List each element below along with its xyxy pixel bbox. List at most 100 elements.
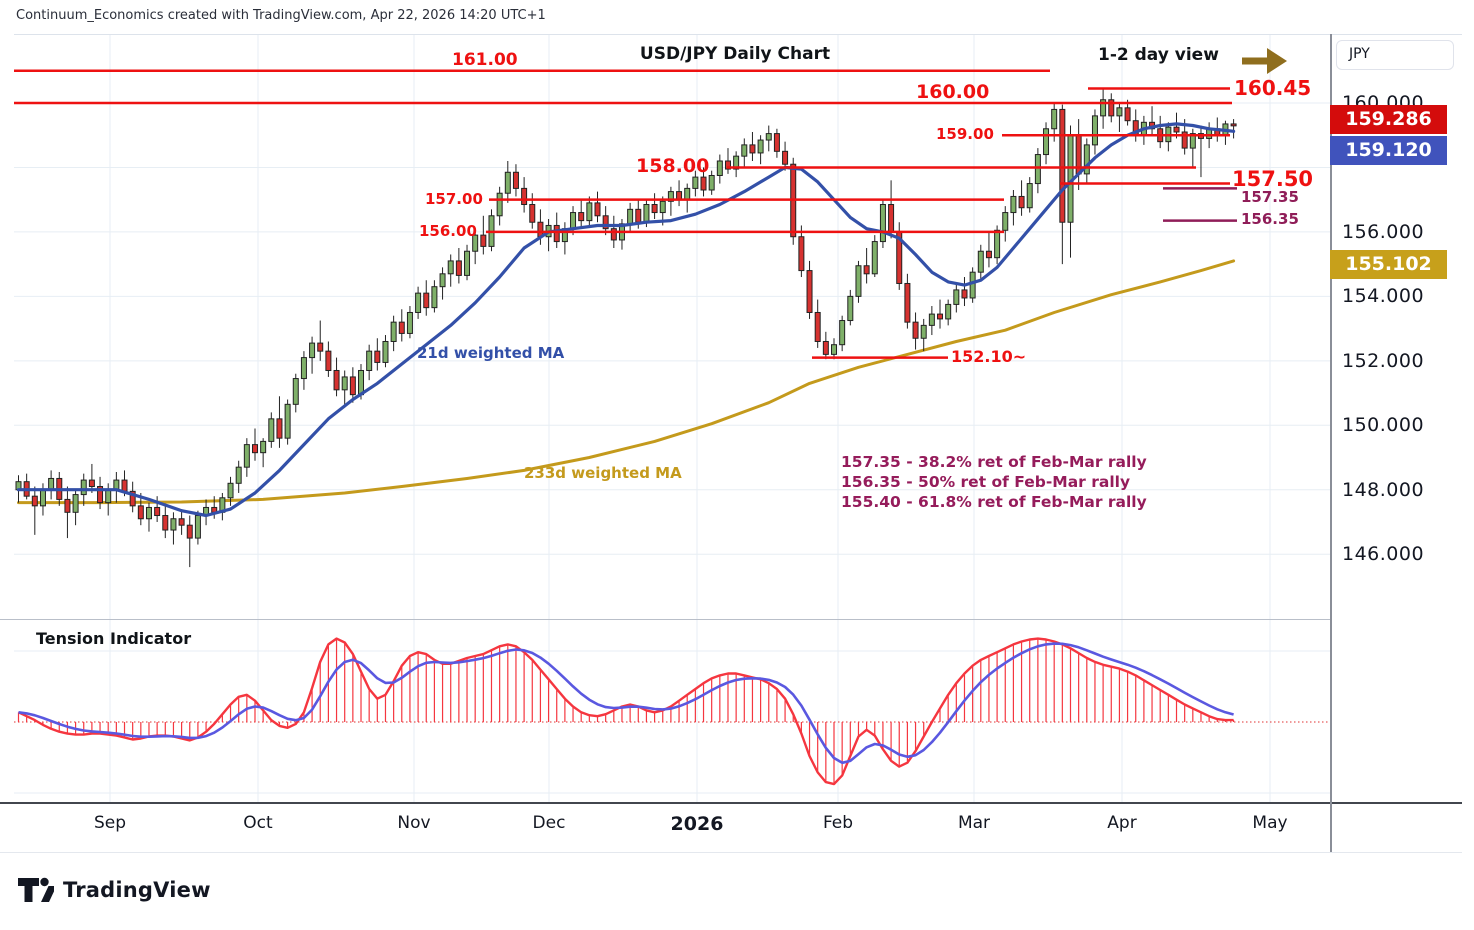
candle <box>912 312 919 350</box>
tradingview-logo[interactable]: TradingView <box>18 876 211 904</box>
candle <box>366 344 373 381</box>
right-arrow-icon <box>1242 48 1287 74</box>
candle <box>276 396 283 448</box>
chart-top-border <box>14 34 1462 35</box>
candle <box>472 228 479 265</box>
candle <box>977 244 984 281</box>
candle <box>178 509 185 535</box>
candle <box>692 170 699 197</box>
last-price-badge: 159.286 <box>1330 105 1447 134</box>
candle <box>406 306 413 339</box>
price-axis-separator[interactable] <box>1330 34 1332 852</box>
candle <box>847 289 854 326</box>
candle <box>129 481 136 513</box>
candle <box>602 206 609 236</box>
fib-note-line-1: 157.35 - 38.2% ret of Feb-Mar rally <box>841 453 1147 471</box>
ma233-line <box>17 259 1236 505</box>
candle <box>651 193 658 220</box>
candle <box>512 164 519 197</box>
fib-note-line-2: 156.35 - 50% ret of Feb-Mar rally <box>841 473 1131 491</box>
candle <box>415 286 422 319</box>
candle <box>1010 190 1017 226</box>
ma21-line <box>16 122 1236 518</box>
candle <box>464 244 471 281</box>
candle <box>1165 122 1172 152</box>
tension-blue-line <box>18 642 1234 765</box>
candle <box>863 248 870 284</box>
candle <box>749 131 756 161</box>
candle <box>1026 177 1033 213</box>
candle <box>97 476 104 510</box>
candle <box>985 231 992 268</box>
candle <box>317 320 324 361</box>
candle <box>1075 119 1082 191</box>
candle <box>953 283 960 313</box>
candle <box>154 496 161 522</box>
candle <box>390 315 397 352</box>
ma233-label: 233d weighted MA <box>524 464 682 482</box>
candle <box>1132 109 1139 142</box>
tradingview-logo-text: TradingView <box>63 878 211 902</box>
candle <box>1083 138 1090 184</box>
candle <box>23 473 30 500</box>
candle <box>920 318 927 352</box>
candle <box>260 438 267 468</box>
footer-border <box>0 852 1462 853</box>
candle <box>1002 206 1009 242</box>
candle <box>341 370 348 408</box>
candle <box>382 335 389 368</box>
candle <box>1116 102 1123 132</box>
candle <box>203 499 210 526</box>
candle <box>684 183 691 213</box>
candle <box>431 280 438 313</box>
candle <box>113 472 120 503</box>
candle <box>251 428 258 461</box>
candle <box>455 248 462 284</box>
candle <box>1100 88 1107 129</box>
candle <box>48 470 55 500</box>
candle <box>349 367 356 403</box>
candle <box>839 315 846 352</box>
candle <box>618 219 625 250</box>
candle <box>325 341 332 377</box>
candle <box>186 515 193 568</box>
pane-separator[interactable] <box>0 619 1330 620</box>
candle <box>521 177 528 213</box>
candle <box>578 199 585 229</box>
candle <box>1149 106 1156 136</box>
candle <box>716 154 723 184</box>
candle <box>1067 125 1074 258</box>
view-note-label: 1-2 day view <box>1098 45 1219 65</box>
candle <box>831 338 837 360</box>
candle <box>1230 119 1237 139</box>
candle <box>398 309 405 342</box>
currency-selector[interactable]: JPY <box>1336 40 1454 70</box>
fib-retracement-note: 157.35 - 38.2% ret of Feb-Mar rally 156.… <box>841 452 1147 512</box>
candles-layer <box>15 88 1237 568</box>
tension-red-line <box>17 637 1234 786</box>
candle <box>219 492 226 521</box>
candle <box>879 199 886 249</box>
tension-indicator-title: Tension Indicator <box>36 629 192 648</box>
candle <box>1034 148 1041 194</box>
candle <box>1197 125 1204 178</box>
candle <box>888 180 895 239</box>
candle <box>627 202 634 232</box>
candle <box>243 438 250 477</box>
candle <box>447 254 454 287</box>
candle <box>700 167 707 197</box>
candle <box>145 502 152 532</box>
candle <box>309 336 316 374</box>
candle <box>961 277 968 307</box>
candle <box>227 476 234 506</box>
candle <box>667 186 674 216</box>
candle <box>374 338 381 371</box>
candle <box>855 260 862 303</box>
candle <box>814 299 821 348</box>
candle <box>757 135 764 165</box>
candle <box>64 486 71 539</box>
candle <box>806 260 813 319</box>
fib-note-line-3: 155.40 - 61.8% ret of Feb-Mar rally <box>841 493 1147 511</box>
